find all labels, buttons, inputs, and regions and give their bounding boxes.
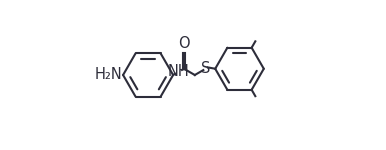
Text: NH: NH (168, 64, 190, 79)
Text: H₂N: H₂N (94, 68, 122, 82)
Text: O: O (178, 36, 190, 51)
Text: S: S (201, 61, 210, 76)
